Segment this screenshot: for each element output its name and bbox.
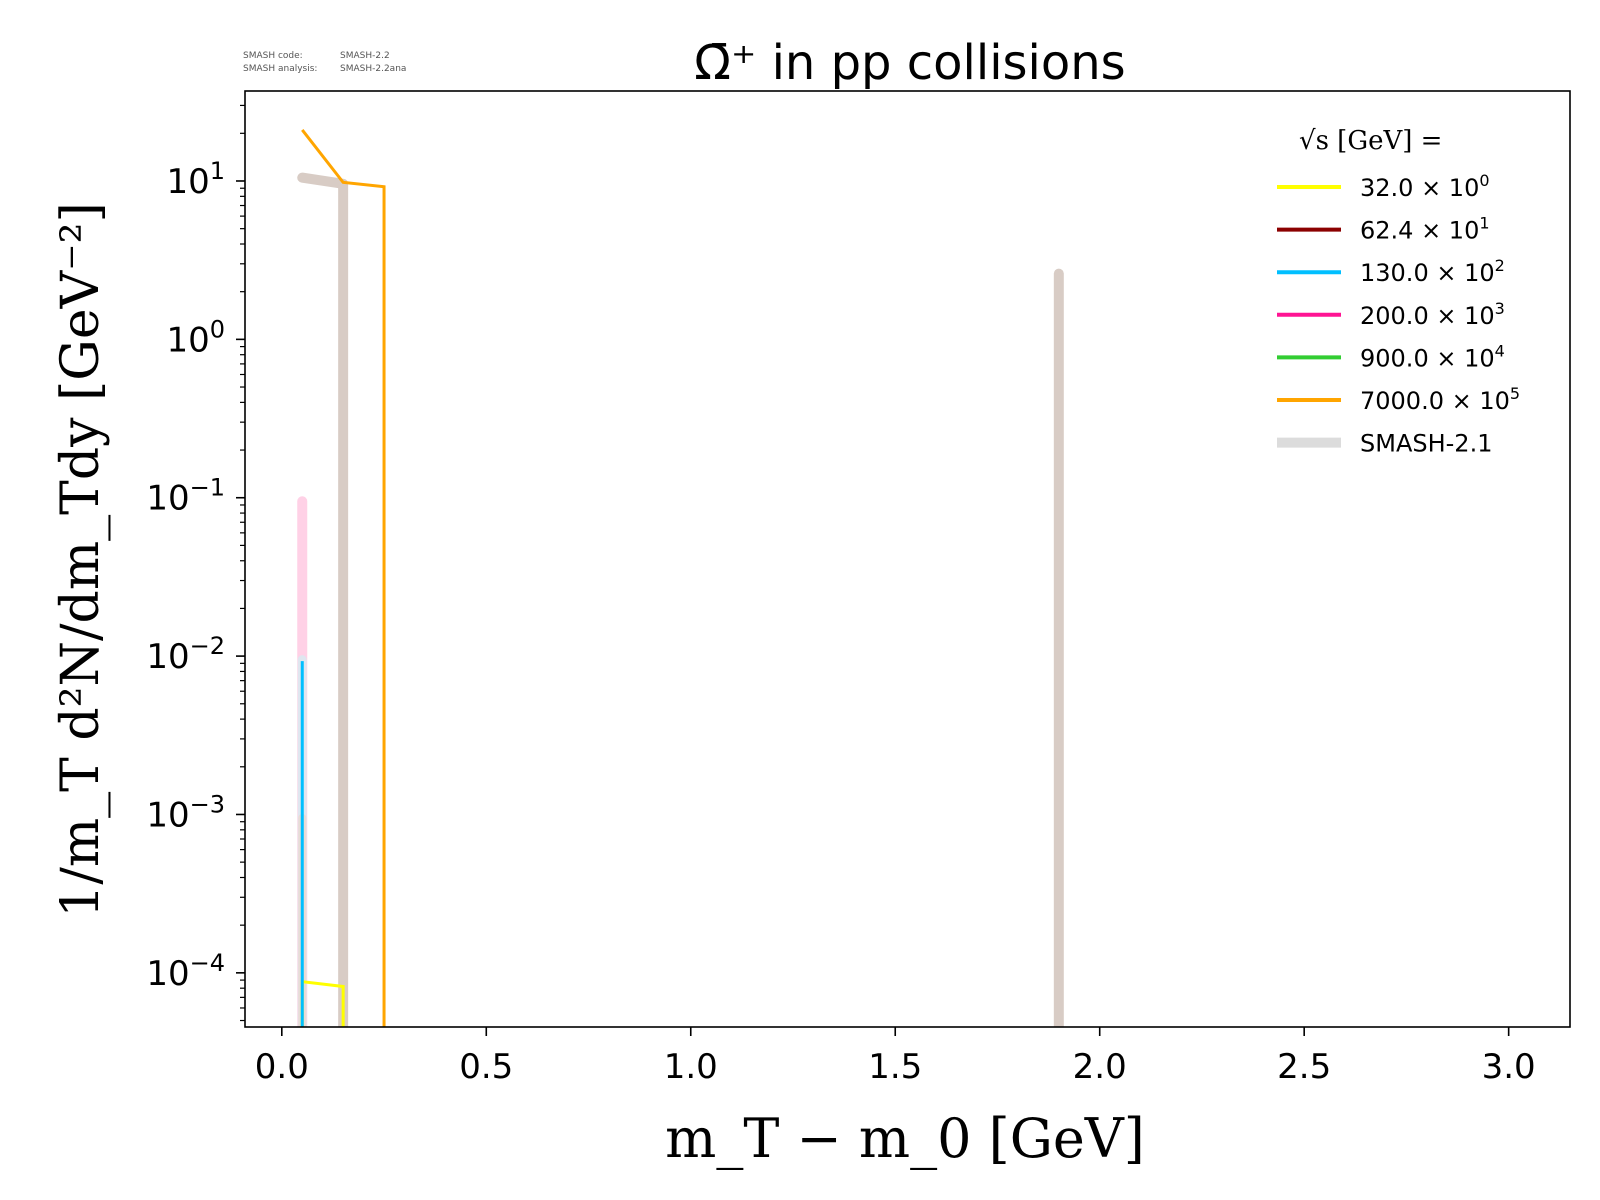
- legend-label: 130.0 × 102: [1360, 256, 1505, 287]
- watermark-analysis-value: SMASH-2.2ana: [340, 64, 406, 74]
- chart-title: Ω̄⁺ in pp collisions: [694, 35, 1125, 91]
- y-tick-label: 10−4: [146, 949, 225, 994]
- legend-entry: 32.0 × 100: [1277, 171, 1490, 202]
- axes-layer: [244, 90, 1571, 1028]
- x-axis-label: m_T − m_0 [GeV]: [665, 1107, 1145, 1170]
- watermark-code-label: SMASH code:: [243, 51, 303, 61]
- watermark: SMASH code: SMASH-2.2 SMASH analysis: SM…: [243, 51, 406, 74]
- legend-entry: 200.0 × 103: [1277, 299, 1505, 330]
- series-line-1: [300, 979, 345, 1027]
- series-line-6: [301, 129, 386, 1027]
- reference-line-1: [297, 172, 349, 1027]
- legend-entry: SMASH-2.1: [1277, 430, 1492, 458]
- legend-label: SMASH-2.1: [1360, 430, 1492, 458]
- legend-entry: 62.4 × 101: [1277, 214, 1490, 245]
- legend-title: √s [GeV] =: [1299, 126, 1442, 156]
- x-tick-label: 2.5: [1277, 1047, 1331, 1087]
- legend-label: 32.0 × 100: [1360, 171, 1490, 202]
- y-tick-label: 10−3: [146, 790, 225, 835]
- series-layer: [297, 129, 1064, 1027]
- legend-title-text: √s [GeV] =: [1299, 126, 1442, 156]
- x-tick-label: 3.0: [1482, 1047, 1536, 1087]
- legend-label: 62.4 × 101: [1360, 214, 1490, 245]
- y-tick-label: 101: [166, 157, 225, 202]
- watermark-code-value: SMASH-2.2: [340, 51, 390, 61]
- x-tick-label: 1.0: [664, 1047, 718, 1087]
- x-tick-label: 2.0: [1073, 1047, 1127, 1087]
- ticks-layer: 0.0 0.5 1.0 1.5 2.0 2.5 3.0 101 100 10−1 10−2 10−3 1…: [146, 104, 1536, 1087]
- legend-entry: 900.0 × 104: [1277, 341, 1505, 372]
- y-tick-label: 10−1: [146, 474, 225, 519]
- x-tick-label: 0.0: [255, 1047, 309, 1087]
- x-tick-label: 0.5: [459, 1047, 513, 1087]
- watermark-analysis-label: SMASH analysis:: [243, 64, 317, 74]
- y-tick-label: 100: [166, 315, 225, 360]
- plot-frame: [244, 90, 1571, 1028]
- legend-label: 900.0 × 104: [1360, 341, 1505, 372]
- y-axis-label: 1/m_T d²N/dm_Tdy [GeV⁻²]: [51, 202, 111, 917]
- x-tick-label: 1.5: [868, 1047, 922, 1087]
- legend-label: 200.0 × 103: [1360, 299, 1505, 330]
- legend-label: 7000.0 × 105: [1360, 384, 1520, 415]
- legend: √s [GeV] = 32.0 × 100 62.4 × 101 130.0 × 1…: [1277, 126, 1520, 458]
- legend-entry: 130.0 × 102: [1277, 256, 1505, 287]
- y-tick-label: 10−2: [146, 632, 225, 677]
- legend-entry: 7000.0 × 105: [1277, 384, 1520, 415]
